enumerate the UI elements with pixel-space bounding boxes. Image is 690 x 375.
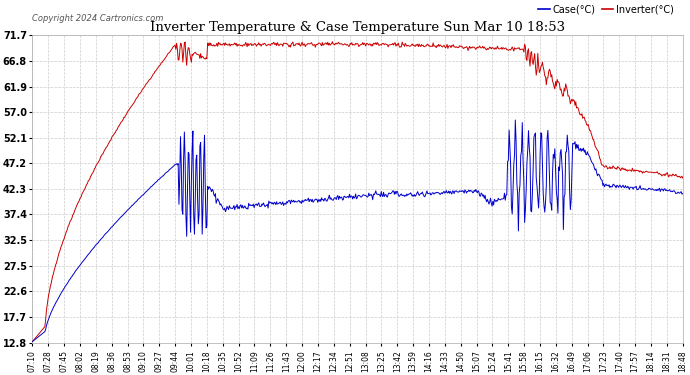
Title: Inverter Temperature & Case Temperature Sun Mar 10 18:53: Inverter Temperature & Case Temperature … (150, 21, 565, 34)
Legend: Case(°C), Inverter(°C): Case(°C), Inverter(°C) (534, 0, 678, 18)
Text: Copyright 2024 Cartronics.com: Copyright 2024 Cartronics.com (32, 14, 164, 23)
